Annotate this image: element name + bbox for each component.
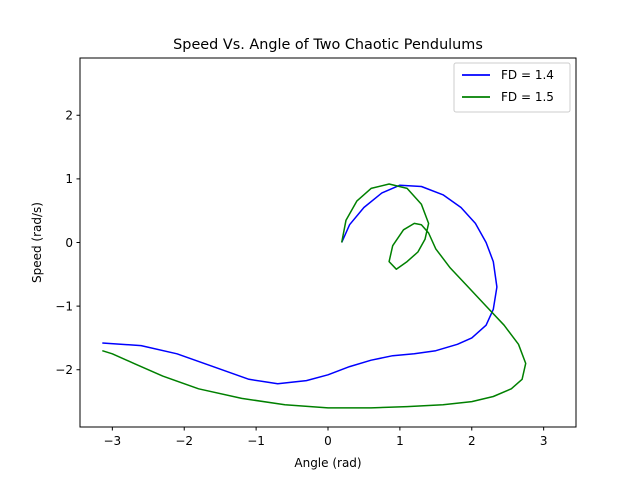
y-tick-label: 2 — [65, 109, 73, 123]
x-axis-label: Angle (rad) — [294, 456, 361, 470]
x-tick-label: 3 — [540, 434, 548, 448]
y-axis-label: Speed (rad/s) — [30, 202, 44, 283]
series-line-0 — [102, 184, 498, 385]
x-tick-label: 2 — [468, 434, 476, 448]
y-tick-label: −2 — [55, 363, 73, 377]
legend-label-fd-1-5: FD = 1.5 — [501, 90, 554, 104]
y-tick-label: 0 — [65, 236, 73, 250]
x-tick-label: −1 — [247, 434, 265, 448]
legend: FD = 1.4 FD = 1.5 — [453, 62, 571, 113]
x-tick-label: 1 — [396, 434, 404, 448]
y-tick-label: 1 — [65, 172, 73, 186]
series-layer — [102, 183, 527, 409]
x-tick-label: −3 — [103, 434, 121, 448]
x-tick-label: 0 — [324, 434, 332, 448]
y-tick-label: −1 — [55, 299, 73, 313]
y-axis: −2 −1 0 1 2 — [55, 109, 80, 377]
chart-title: Speed Vs. Angle of Two Chaotic Pendulums — [173, 37, 483, 53]
x-axis: −3 −2 −1 0 1 2 3 — [103, 427, 547, 448]
x-tick-label: −2 — [175, 434, 193, 448]
series-line-1 — [102, 183, 527, 409]
legend-label-fd-1-4: FD = 1.4 — [501, 68, 554, 82]
